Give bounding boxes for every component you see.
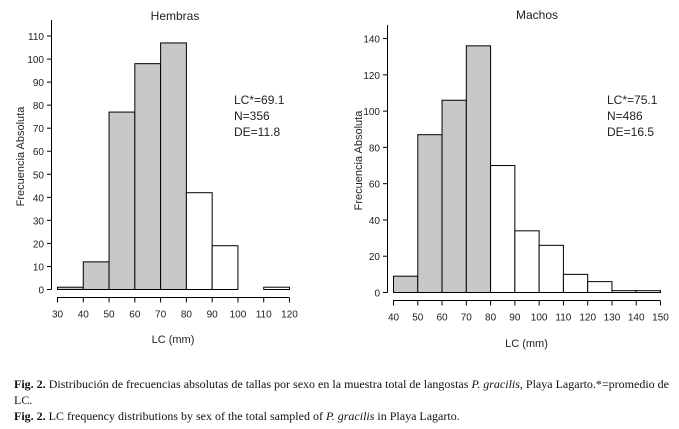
x-tick-label: 120 xyxy=(579,313,596,324)
histogram-bar xyxy=(514,230,540,294)
y-tick-label: 0 xyxy=(374,289,380,300)
caption-english-label: Fig. 2. xyxy=(14,409,46,423)
y-tick-label: 60 xyxy=(33,147,45,158)
caption-english: Fig. 2. LC frequency distributions by se… xyxy=(14,408,669,424)
histogram-bar xyxy=(538,244,564,294)
caption-english-text-a: LC frequency distributions by sex of the… xyxy=(45,409,326,423)
histogram-bar xyxy=(562,273,589,293)
stats-annotation-line: DE=11.8 xyxy=(234,125,280,139)
histogram-hembras: 0 10 20 30 40 50 60 70 80 90 100 110 30 40 50 60 70 80 90 1… xyxy=(15,9,298,346)
x-tick-label: 130 xyxy=(604,313,621,324)
histogram-bar xyxy=(82,261,110,291)
x-tick-label: 90 xyxy=(509,313,521,324)
x-tick-label: 40 xyxy=(78,310,90,321)
y-tick-label: 80 xyxy=(33,101,45,112)
y-axis-label: Frecuencia Absoluta xyxy=(15,106,27,207)
y-tick-label: 100 xyxy=(27,55,44,66)
x-tick-label: 30 xyxy=(52,310,64,321)
histogram-bar xyxy=(160,42,187,290)
chart-title: Machos xyxy=(516,8,558,22)
histogram-bar xyxy=(635,290,662,294)
histogram-bar xyxy=(57,286,84,290)
y-tick-label: 0 xyxy=(38,286,44,297)
histogram-bar xyxy=(611,290,637,294)
x-axis-label: LC (mm) xyxy=(505,338,548,350)
histogram-bar xyxy=(263,286,291,290)
y-tick-label: 40 xyxy=(369,216,381,227)
y-tick-label: 80 xyxy=(369,143,381,154)
y-tick-label: 60 xyxy=(369,180,381,191)
x-tick-label: 60 xyxy=(436,313,448,324)
histogram-bar xyxy=(393,275,419,294)
y-tick-label: 50 xyxy=(33,170,45,181)
y-tick-label: 70 xyxy=(33,124,45,135)
histogram-bar xyxy=(108,111,136,290)
x-tick-label: 110 xyxy=(555,313,571,324)
caption-spanish-species: P. gracilis xyxy=(471,377,520,391)
y-tick-label: 140 xyxy=(363,35,380,46)
histogram-bar xyxy=(211,245,239,290)
histogram-bar xyxy=(465,45,492,293)
histogram-bar xyxy=(417,134,443,293)
caption-english-text-b: in Playa Lagarto. xyxy=(374,409,460,423)
chart-title: Hembras xyxy=(151,9,200,23)
x-tick-label: 80 xyxy=(485,313,497,324)
y-tick-label: 120 xyxy=(363,71,380,82)
x-tick-label: 60 xyxy=(129,310,141,321)
histogram-bar xyxy=(587,281,613,294)
y-tick-label: 40 xyxy=(33,193,45,204)
x-tick-label: 150 xyxy=(652,313,669,324)
figure: 0 10 20 30 40 50 60 70 80 90 100 110 30 40 50 60 70 80 90 1… xyxy=(15,8,669,350)
caption-spanish-text-b: , Playa Lagarto.*=promedio de LC. xyxy=(14,377,670,407)
y-tick-label: 20 xyxy=(369,252,381,263)
histogram-bar xyxy=(134,63,162,290)
y-tick-label: 20 xyxy=(33,239,45,250)
caption-spanish-label: Fig. 2. xyxy=(14,377,46,391)
x-tick-label: 100 xyxy=(230,310,247,321)
x-tick-label: 140 xyxy=(628,313,645,324)
x-axis-label: LC (mm) xyxy=(152,334,195,346)
x-tick-label: 40 xyxy=(388,313,400,324)
histogram-bar xyxy=(185,192,213,290)
stats-annotation-line: DE=16.5 xyxy=(607,125,654,139)
caption-spanish: Fig. 2. Distribución de frecuencias abso… xyxy=(14,376,669,408)
y-tick-label: 10 xyxy=(33,262,45,273)
histogram-bar xyxy=(441,99,467,293)
stats-annotation-line: N=356 xyxy=(234,109,270,123)
caption-english-species: P. gracilis xyxy=(325,409,375,423)
stats-annotation-line: N=486 xyxy=(607,109,643,123)
x-tick-label: 70 xyxy=(155,310,167,321)
x-tick-label: 50 xyxy=(412,313,424,324)
x-tick-label: 80 xyxy=(181,310,193,321)
y-tick-label: 110 xyxy=(28,32,44,43)
y-axis-label: Frecuencia Absoluta xyxy=(353,110,365,211)
histogram-bar xyxy=(490,165,516,293)
y-tick-label: 100 xyxy=(363,107,380,118)
histogram-machos: 0 20 40 60 80 100 120 140 40 50 60 70 80 90 100 110 120 1… xyxy=(353,8,669,350)
caption-spanish-text-a: Distribución de frecuencias absolutas de… xyxy=(45,377,472,391)
stats-annotation-line: LC*=75.1 xyxy=(607,93,658,107)
stats-annotation-line: LC*=69.1 xyxy=(234,93,285,107)
x-tick-label: 100 xyxy=(531,313,548,324)
x-tick-label: 110 xyxy=(256,310,272,321)
y-tick-label: 30 xyxy=(33,216,45,227)
y-tick-label: 90 xyxy=(33,78,45,89)
x-tick-label: 50 xyxy=(103,310,115,321)
x-tick-label: 90 xyxy=(207,310,219,321)
x-tick-label: 70 xyxy=(461,313,473,324)
x-tick-label: 120 xyxy=(281,310,298,321)
